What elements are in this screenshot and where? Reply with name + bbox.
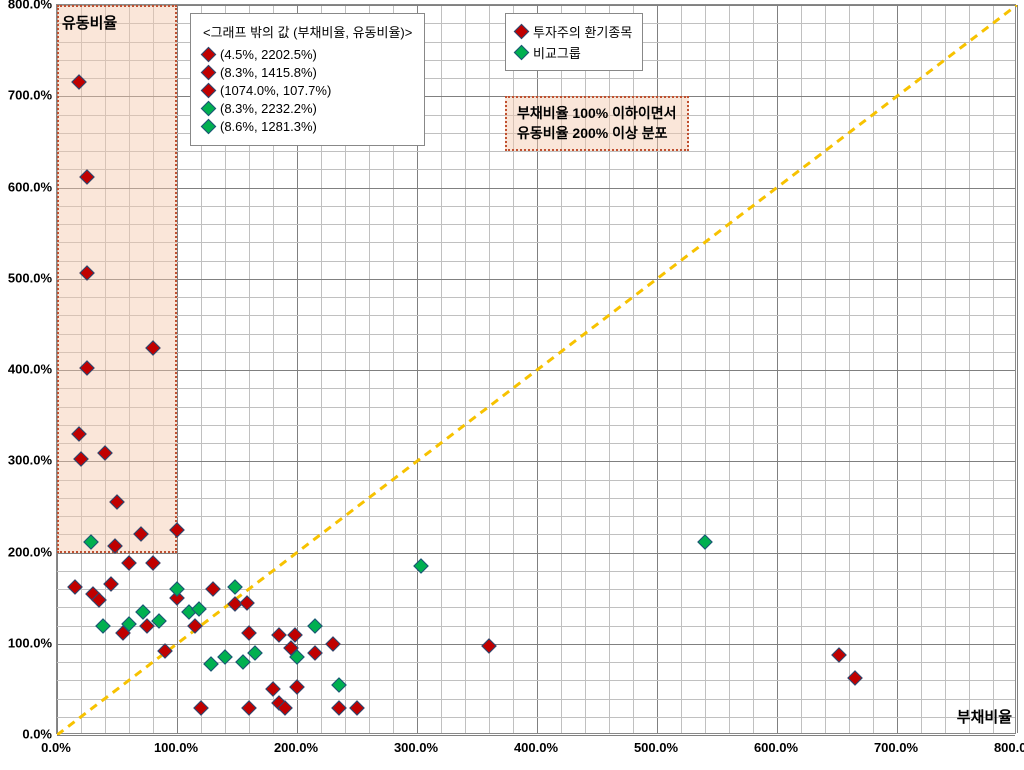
- y-tick-label: 300.0%: [4, 453, 52, 468]
- data-point: [241, 700, 257, 716]
- legend-label: 비교그룹: [533, 43, 581, 62]
- legend-item: 투자주의 환기종목: [516, 22, 632, 41]
- data-point: [121, 556, 137, 572]
- annotation-row: (8.3%, 2232.2%): [203, 101, 412, 116]
- data-point: [697, 534, 713, 550]
- data-point: [325, 636, 341, 652]
- annotation-marker-icon: [201, 47, 217, 63]
- data-point: [832, 647, 848, 663]
- x-tick-label: 700.0%: [874, 740, 918, 755]
- data-point: [349, 700, 365, 716]
- data-point: [95, 618, 111, 634]
- data-point: [157, 643, 173, 659]
- annotation-marker-icon: [201, 101, 217, 117]
- y-tick-label: 500.0%: [4, 270, 52, 285]
- y-tick-label: 700.0%: [4, 88, 52, 103]
- annotation-text: (4.5%, 2202.5%): [220, 47, 317, 62]
- data-point: [241, 625, 257, 641]
- annotation-text: (8.3%, 1415.8%): [220, 65, 317, 80]
- x-tick-label: 800.0%: [994, 740, 1024, 755]
- x-tick-label: 200.0%: [274, 740, 318, 755]
- data-point: [145, 556, 161, 572]
- x-tick-label: 500.0%: [634, 740, 678, 755]
- annotation-marker-icon: [201, 65, 217, 81]
- annotation-row: (1074.0%, 107.7%): [203, 83, 412, 98]
- annotation-text: (1074.0%, 107.7%): [220, 83, 331, 98]
- legend-marker-icon: [514, 24, 530, 40]
- data-point: [205, 581, 221, 597]
- data-point: [287, 627, 303, 643]
- highlight-callout: 부채비율 100% 이하이면서 유동비율 200% 이상 분포: [505, 96, 689, 151]
- annotation-row: (4.5%, 2202.5%): [203, 47, 412, 62]
- legend-label: 투자주의 환기종목: [533, 22, 632, 41]
- legend-item: 비교그룹: [516, 43, 632, 62]
- callout-line1: 부채비율 100% 이하이면서: [517, 104, 677, 124]
- data-point: [193, 700, 209, 716]
- annotation-marker-icon: [201, 83, 217, 99]
- x-axis-title: 부채비율: [957, 706, 1012, 727]
- x-tick-label: 400.0%: [514, 740, 558, 755]
- y-tick-label: 200.0%: [4, 544, 52, 559]
- annotation-row: (8.6%, 1281.3%): [203, 119, 412, 134]
- data-point: [481, 638, 497, 654]
- callout-line2: 유동비율 200% 이상 분포: [517, 124, 677, 144]
- x-tick-label: 100.0%: [154, 740, 198, 755]
- scatter-chart: 유동비율 부채비율 투자주의 환기종목비교그룹 <그래프 밖의 값 (부채비율,…: [0, 0, 1024, 770]
- data-point: [203, 656, 219, 672]
- x-tick-label: 0.0%: [41, 740, 71, 755]
- x-tick-label: 600.0%: [754, 740, 798, 755]
- y-tick-label: 400.0%: [4, 362, 52, 377]
- y-tick-label: 100.0%: [4, 635, 52, 650]
- annotation-text: (8.3%, 2232.2%): [220, 101, 317, 116]
- annotation-text: (8.6%, 1281.3%): [220, 119, 317, 134]
- legend: 투자주의 환기종목비교그룹: [505, 13, 643, 71]
- annotation-title: <그래프 밖의 값 (부채비율, 유동비율)>: [203, 22, 412, 41]
- out-of-range-annotation: <그래프 밖의 값 (부채비율, 유동비율)> (4.5%, 2202.5%) (8…: [190, 13, 425, 146]
- y-axis-title: 유동비율: [62, 12, 117, 33]
- annotation-marker-icon: [201, 119, 217, 135]
- legend-marker-icon: [514, 45, 530, 61]
- y-tick-label: 800.0%: [4, 0, 52, 12]
- y-tick-label: 0.0%: [4, 727, 52, 742]
- highlight-region: [57, 5, 177, 553]
- x-tick-label: 300.0%: [394, 740, 438, 755]
- y-tick-label: 600.0%: [4, 179, 52, 194]
- annotation-row: (8.3%, 1415.8%): [203, 65, 412, 80]
- data-point: [227, 579, 243, 595]
